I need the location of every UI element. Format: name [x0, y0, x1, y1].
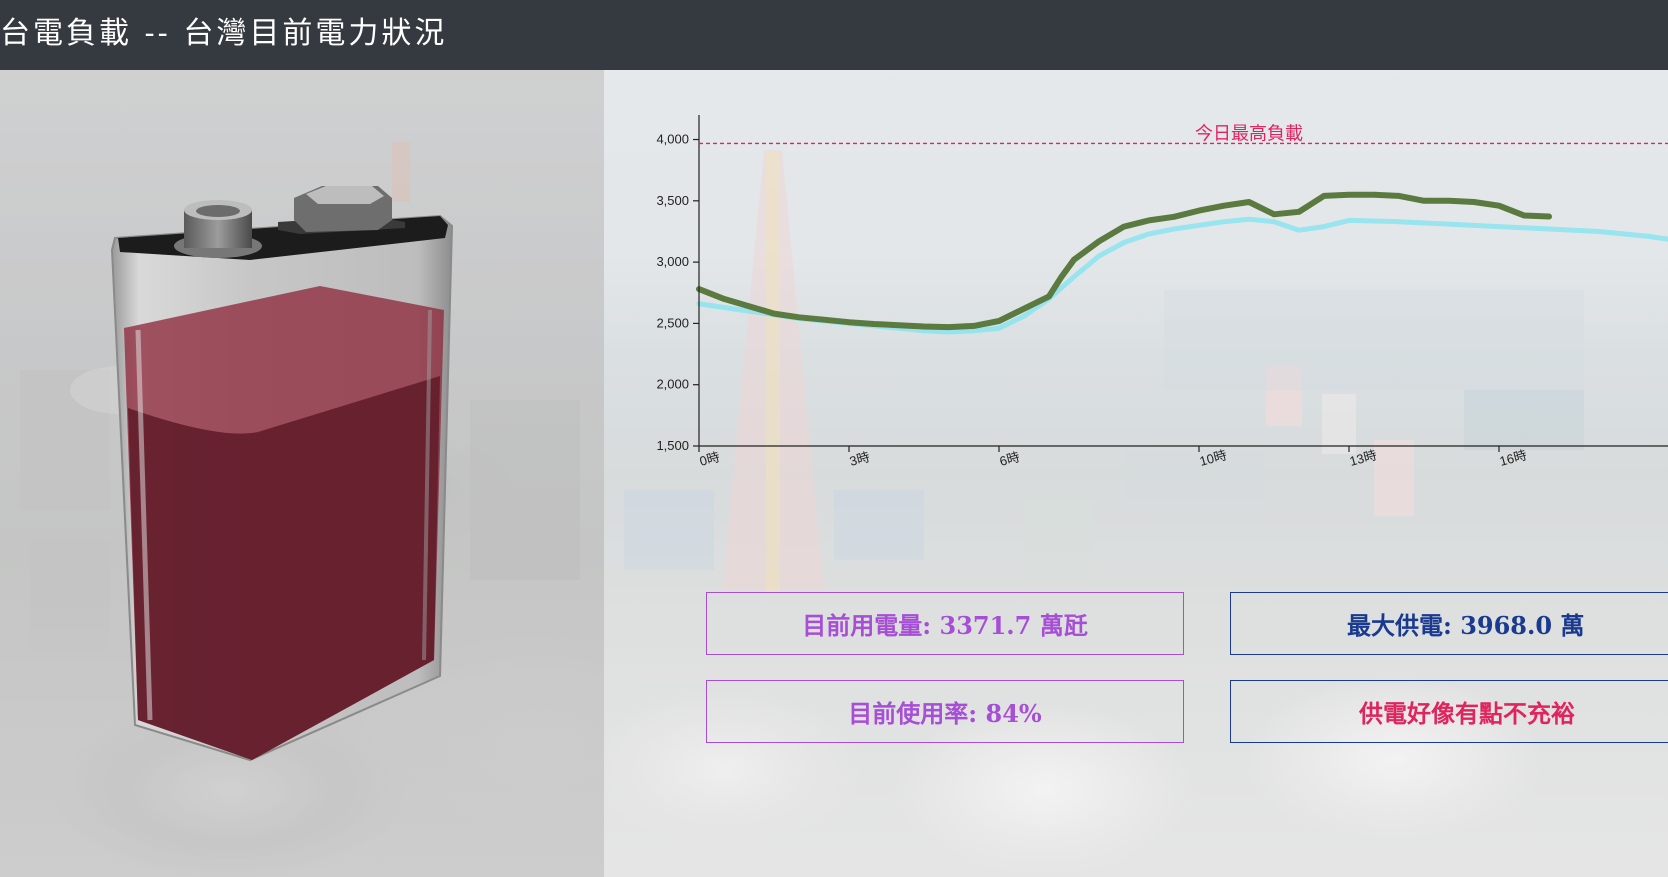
- usage-rate-text: 目前使用率: 84%: [848, 699, 1042, 728]
- max-load-label: 今日最高負載: [1195, 123, 1303, 144]
- max-supply-box: 最大供電: 3968.0 萬: [1230, 592, 1668, 655]
- x-tick-label: 6時: [998, 449, 1021, 469]
- y-tick-label: 1,500: [656, 438, 689, 453]
- reference-load-line: [696, 216, 1668, 335]
- x-tick-label: 0時: [698, 449, 721, 469]
- x-tick-label: 16時: [1498, 447, 1528, 469]
- y-tick-label: 3,500: [656, 193, 689, 208]
- y-tick-label: 2,000: [656, 377, 689, 392]
- battery-panel: [0, 70, 604, 877]
- chart-panel: 1,500 2,000 2,500 3,000 3,500 4,000 0時 3時 6時 10時 1…: [604, 70, 1668, 877]
- x-tick-label: 3時: [848, 449, 871, 469]
- header-bar: 台電負載 -- 台灣目前電力狀況: [0, 0, 1668, 70]
- y-tick-label: 4,000: [656, 132, 689, 147]
- background-scenery: [20, 142, 580, 650]
- today-load-line: [696, 191, 1552, 331]
- current-usage-box: 目前用電量: 3371.7 萬瓩: [706, 592, 1184, 655]
- background-scenery: [604, 70, 1668, 592]
- supply-status-text: 供電好像有點不充裕: [1359, 699, 1575, 728]
- y-tick-label: 2,500: [656, 315, 689, 330]
- usage-rate-box: 目前使用率: 84%: [706, 680, 1184, 743]
- page-title: 台電負載 -- 台灣目前電力狀況: [0, 16, 448, 51]
- y-tick-label: 3,000: [656, 254, 689, 269]
- supply-status-box: 供電好像有點不充裕: [1230, 680, 1668, 743]
- battery-icon: [110, 186, 454, 762]
- load-chart: 1,500 2,000 2,500 3,000 3,500 4,000 0時 3時 6時 10時 1…: [656, 115, 1668, 469]
- x-tick-label: 10時: [1198, 447, 1228, 469]
- current-usage-text: 目前用電量: 3371.7 萬瓩: [802, 611, 1088, 640]
- x-tick-label: 13時: [1348, 447, 1378, 469]
- max-supply-text: 最大供電: 3968.0 萬: [1347, 611, 1585, 640]
